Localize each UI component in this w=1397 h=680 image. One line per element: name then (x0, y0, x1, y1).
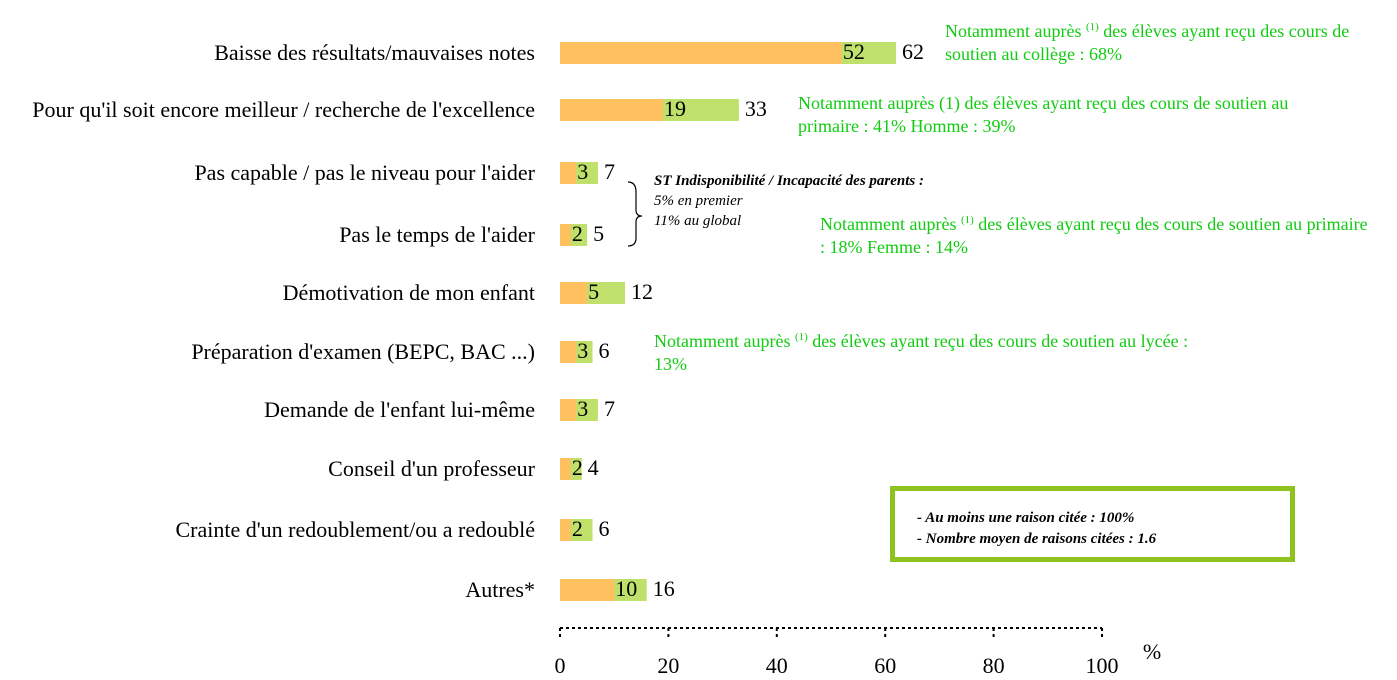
total-label: 33 (745, 96, 767, 121)
total-label: 16 (653, 576, 675, 601)
first-label: 2 (572, 221, 583, 246)
bar (560, 399, 577, 421)
summary-line: - Au moins une raison citée : 100% (917, 510, 1135, 526)
x-tick-label: 40 (766, 653, 788, 678)
x-tick-label: 60 (874, 653, 896, 678)
annotation: Notamment auprès (1) des élèves ayant re… (798, 93, 1289, 136)
category-label: Pas capable / pas le niveau pour l'aider (194, 160, 535, 185)
bar (560, 282, 588, 304)
category-label: Préparation d'examen (BEPC, BAC ...) (191, 339, 535, 364)
category-label: Baisse des résultats/mauvaises notes (214, 40, 535, 65)
category-label: Pour qu'il soit encore meilleur / recher… (32, 97, 535, 122)
x-tick-label: 100 (1086, 653, 1119, 678)
bar (560, 42, 842, 64)
first-label: 3 (577, 159, 588, 184)
total-label: 6 (599, 338, 610, 363)
total-label: 7 (604, 159, 615, 184)
bar (560, 341, 577, 363)
category-label: Démotivation de mon enfant (282, 280, 535, 305)
first-label: 5 (588, 279, 599, 304)
bar (560, 458, 571, 480)
first-label: 19 (664, 96, 686, 121)
total-label: 6 (599, 516, 610, 541)
subtotal-title: ST Indisponibilité / Incapacité des pare… (654, 173, 925, 189)
bar (560, 99, 663, 121)
category-label: Crainte d'un redoublement/ou a redoublé (175, 517, 535, 542)
subtotal-line: 11% au global (654, 213, 742, 229)
category-label: Pas le temps de l'aider (339, 222, 535, 247)
x-unit: % (1143, 639, 1161, 664)
bar (560, 519, 571, 541)
total-label: 4 (588, 455, 599, 480)
total-label: 7 (604, 396, 615, 421)
total-label: 62 (902, 39, 924, 64)
category-label: Demande de l'enfant lui-même (264, 397, 535, 422)
annotation: Notamment auprès (1) des élèves ayant re… (820, 214, 1368, 257)
x-tick-label: 20 (657, 653, 679, 678)
bar (560, 162, 577, 184)
x-tick-label: 80 (983, 653, 1005, 678)
summary-line: - Nombre moyen de raisons citées : 1.6 (917, 531, 1157, 547)
first-label: 2 (572, 455, 583, 480)
annotation: Notamment auprès (1) des élèves ayant re… (654, 331, 1189, 374)
annotation: Notamment auprès (1) des élèves ayant re… (945, 21, 1350, 64)
first-label: 10 (615, 576, 637, 601)
brace (627, 181, 643, 247)
total-label: 12 (631, 279, 653, 304)
subtotal-line: 5% en premier (654, 193, 743, 209)
category-label: Autres* (465, 577, 535, 602)
first-label: 3 (577, 338, 588, 363)
first-label: 2 (572, 516, 583, 541)
bar (560, 579, 615, 601)
x-tick-label: 0 (555, 653, 566, 678)
category-label: Conseil d'un professeur (328, 456, 535, 481)
first-label: 3 (577, 396, 588, 421)
total-label: 5 (593, 221, 604, 246)
summary-box: - Au moins une raison citée : 100% - Nom… (890, 486, 1295, 562)
bar (560, 224, 571, 246)
first-label: 52 (843, 39, 865, 64)
